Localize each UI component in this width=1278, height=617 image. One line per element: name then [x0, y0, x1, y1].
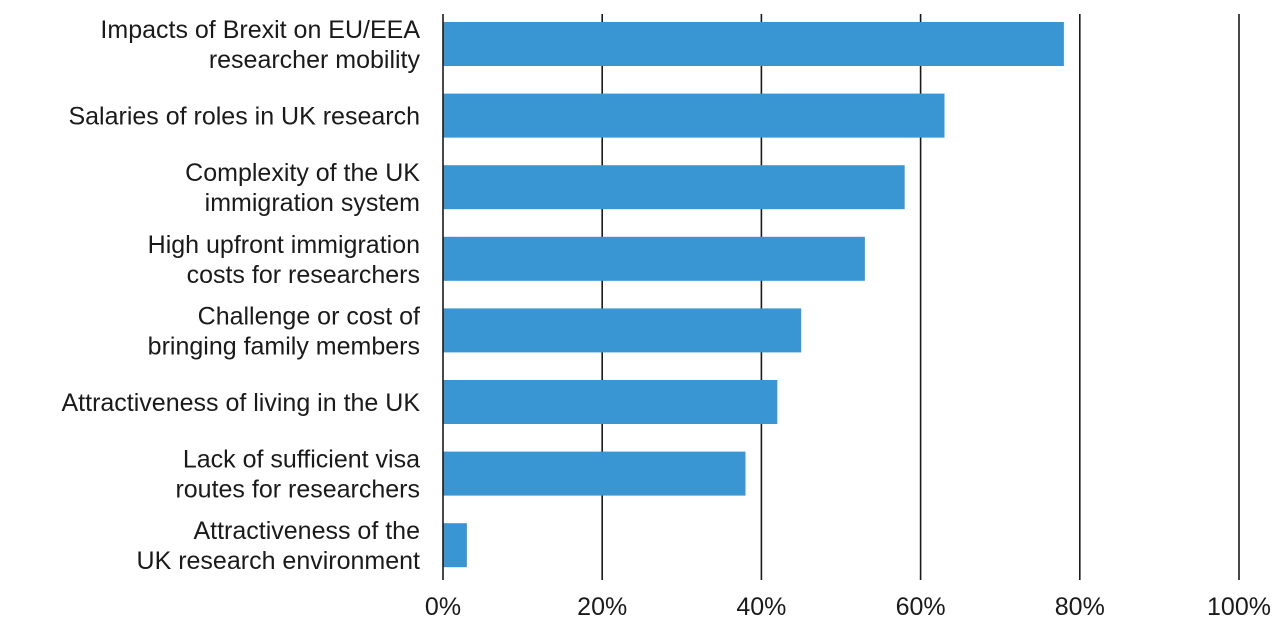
- category-label-7-line-2: routes for researchers: [175, 476, 420, 504]
- category-label-5-line-2: bringing family members: [148, 332, 420, 360]
- bar-6: [443, 380, 778, 424]
- bar-5: [443, 308, 802, 353]
- category-label-8-line-2: UK research environment: [137, 547, 421, 575]
- category-label-3-line-2: immigration system: [205, 189, 420, 217]
- bars: [443, 22, 1064, 568]
- x-tick-label-80: 80%: [1055, 593, 1105, 617]
- category-label-6: Attractiveness of living in the UK: [62, 389, 421, 417]
- category-label-8-line-1: Attractiveness of the: [193, 517, 420, 545]
- category-label-5-line-1: Challenge or cost of: [198, 302, 420, 330]
- x-tick-label-100: 100%: [1207, 593, 1271, 617]
- bar-3: [443, 165, 905, 210]
- category-label-1-line-2: researcher mobility: [209, 46, 421, 74]
- category-label-4-line-2: costs for researchers: [187, 261, 420, 289]
- bar-4: [443, 236, 865, 281]
- category-label-4-line-1: High upfront immigration: [148, 231, 420, 259]
- x-tick-label-20: 20%: [577, 593, 627, 617]
- bar-1: [443, 22, 1064, 66]
- bar-7: [443, 451, 746, 496]
- x-tick-label-40: 40%: [736, 593, 786, 617]
- category-label-7-line-1: Lack of sufficient visa: [183, 446, 420, 474]
- bar-8: [443, 523, 467, 568]
- tick-labels: 0% 20% 40% 60% 80% 100%: [425, 593, 1271, 617]
- category-label-1-line-1: Impacts of Brexit on EU/EEA: [100, 16, 420, 44]
- category-label-2: Salaries of roles in UK research: [68, 103, 420, 131]
- x-tick-label-0: 0%: [425, 593, 461, 617]
- x-tick-label-60: 60%: [896, 593, 946, 617]
- category-label-3-line-1: Complexity of the UK: [185, 159, 420, 187]
- bar-2: [443, 93, 945, 138]
